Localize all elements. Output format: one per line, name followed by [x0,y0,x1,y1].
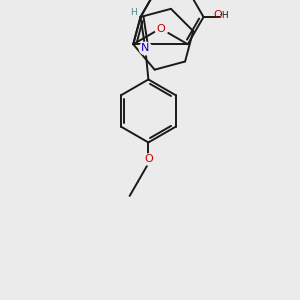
Text: ·H: ·H [219,11,228,20]
Text: O: O [213,11,222,20]
Text: H: H [130,8,137,17]
Text: N: N [141,43,149,53]
Text: O: O [156,23,165,34]
Text: O: O [144,154,153,164]
